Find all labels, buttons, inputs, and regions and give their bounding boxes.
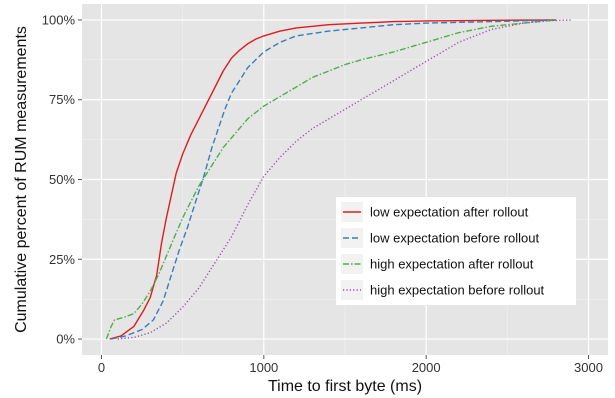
y-tick-label: 100% [42,12,76,27]
x-tick-label: 0 [98,360,105,375]
y-tick-label: 25% [49,252,75,267]
x-axis-title: Time to first byte (ms) [268,378,422,395]
legend-key-background [341,280,363,300]
y-tick-label: 0% [56,332,75,347]
series-lines [105,19,573,340]
legend-label-2: low expectation before rollout [370,231,539,246]
y-axis-title: Cumulative percent of RUM measurements [13,26,30,333]
legend-background [336,197,576,305]
series-line-4 [117,19,573,340]
legend-label-1: low expectation after rollout [370,205,529,220]
legend-label-4: high expectation before rollout [370,283,545,298]
legend-label-3: high expectation after rollout [370,257,534,272]
x-tick-label: 1000 [249,360,278,375]
series-line-1 [109,19,557,340]
legend: low expectation after rollout low expecta… [336,197,576,305]
x-axis-ticks: 0 1000 2000 3000 [98,355,603,375]
series-line-3 [105,19,557,340]
x-tick-label: 2000 [412,360,441,375]
y-tick-label: 50% [49,172,75,187]
y-axis-ticks: 0% 25% 50% 75% 100% [42,12,82,347]
x-tick-label: 3000 [574,360,603,375]
series-line-2 [111,19,557,340]
y-tick-label: 75% [49,92,75,107]
